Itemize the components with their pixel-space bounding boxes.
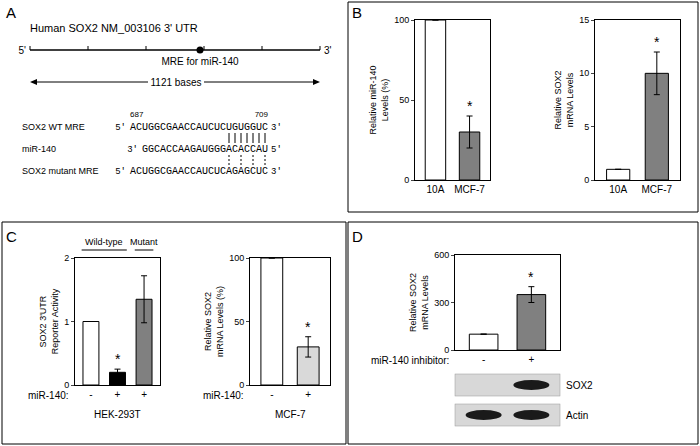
svg-text:D: D <box>352 228 363 245</box>
svg-text:*: * <box>467 98 473 114</box>
svg-text:B: B <box>352 4 362 21</box>
svg-text:MCF-7: MCF-7 <box>275 409 306 420</box>
svg-text:miR-140:: miR-140: <box>28 390 69 401</box>
svg-text:+: + <box>141 389 147 400</box>
svg-text:Human SOX2 NM_003106 3' UTR: Human SOX2 NM_003106 3' UTR <box>30 22 198 34</box>
svg-text:MCF-7: MCF-7 <box>454 184 485 195</box>
svg-text:50: 50 <box>399 95 409 105</box>
svg-text:SOX2 mutant MRE: SOX2 mutant MRE <box>22 166 99 176</box>
svg-text:5': 5' <box>115 167 126 177</box>
svg-text:*: * <box>305 319 311 335</box>
svg-text:10: 10 <box>579 68 589 78</box>
svg-text:C: C <box>6 228 17 245</box>
svg-text:+: + <box>528 354 534 365</box>
svg-text:miR-140:: miR-140: <box>203 390 244 401</box>
svg-text:Mutant: Mutant <box>130 237 158 247</box>
svg-text:+: + <box>115 389 121 400</box>
svg-text:5': 5' <box>19 45 27 56</box>
svg-text:5': 5' <box>271 145 282 155</box>
svg-text:687: 687 <box>130 110 144 119</box>
svg-text:0: 0 <box>239 380 244 390</box>
svg-text:A: A <box>6 4 16 21</box>
svg-text:100: 100 <box>394 15 409 25</box>
svg-text:MRE for miR-140: MRE for miR-140 <box>161 56 239 67</box>
svg-text:5': 5' <box>115 123 126 133</box>
svg-text:miR-140: miR-140 <box>22 144 56 154</box>
svg-text:HEK-293T: HEK-293T <box>94 409 141 420</box>
svg-text:Actin: Actin <box>566 410 588 421</box>
svg-text:+: + <box>305 389 311 400</box>
svg-text:Relative SOX2mRNA Levels: Relative SOX2mRNA Levels <box>408 273 430 332</box>
svg-text:1: 1 <box>64 317 69 327</box>
svg-text:3': 3' <box>324 45 332 56</box>
svg-text:50: 50 <box>234 317 244 327</box>
svg-text:Relative SOX2mRNA Levels: Relative SOX2mRNA Levels <box>553 70 575 129</box>
svg-text:100: 100 <box>229 253 244 263</box>
svg-text:Wild-type: Wild-type <box>85 237 123 247</box>
svg-text:1121 bases: 1121 bases <box>151 77 202 88</box>
svg-text:2: 2 <box>64 253 69 263</box>
svg-text:15: 15 <box>579 15 589 25</box>
svg-text:*: * <box>115 351 121 367</box>
svg-text:GGCACCAAGAUGGGACACCAU: GGCACCAAGAUGGGACACCAU <box>142 144 268 155</box>
svg-text:*: * <box>528 269 534 285</box>
svg-text:-: - <box>482 354 485 365</box>
svg-text:0: 0 <box>64 380 69 390</box>
svg-text:SOX2: SOX2 <box>566 380 593 391</box>
svg-text:300: 300 <box>434 298 449 308</box>
svg-text:MCF-7: MCF-7 <box>642 184 673 195</box>
svg-text:SOX2 WT MRE: SOX2 WT MRE <box>22 122 85 132</box>
svg-text:-: - <box>270 389 273 400</box>
svg-text:ACUGGCGAACCAUCUCAGAGCUC: ACUGGCGAACCAUCUCAGAGCUC <box>130 166 268 177</box>
svg-text:-: - <box>89 389 92 400</box>
svg-text:3': 3' <box>271 167 282 177</box>
svg-text:*: * <box>654 34 660 50</box>
svg-text:3': 3' <box>271 123 282 133</box>
svg-text:0: 0 <box>444 345 449 355</box>
svg-text:0: 0 <box>584 175 589 185</box>
svg-text:Relative SOX2mRNA Levels (%): Relative SOX2mRNA Levels (%) <box>203 286 225 357</box>
svg-text:10A: 10A <box>609 184 627 195</box>
svg-text:ACUGGCGAACCAUCUCUGUGGUC: ACUGGCGAACCAUCUCUGUGGUC <box>130 122 268 133</box>
svg-text:3': 3' <box>127 145 138 155</box>
svg-text:SOX2 3'UTRReporter Activity: SOX2 3'UTRReporter Activity <box>38 288 60 354</box>
svg-text:0: 0 <box>404 175 409 185</box>
svg-text:10A: 10A <box>427 184 445 195</box>
svg-text:Relative miR-140Levels (%): Relative miR-140Levels (%) <box>368 65 390 134</box>
svg-text:miR-140 inhibitor:: miR-140 inhibitor: <box>371 355 449 366</box>
svg-text:600: 600 <box>434 250 449 260</box>
svg-text:5: 5 <box>584 122 589 132</box>
svg-text:709: 709 <box>255 110 269 119</box>
